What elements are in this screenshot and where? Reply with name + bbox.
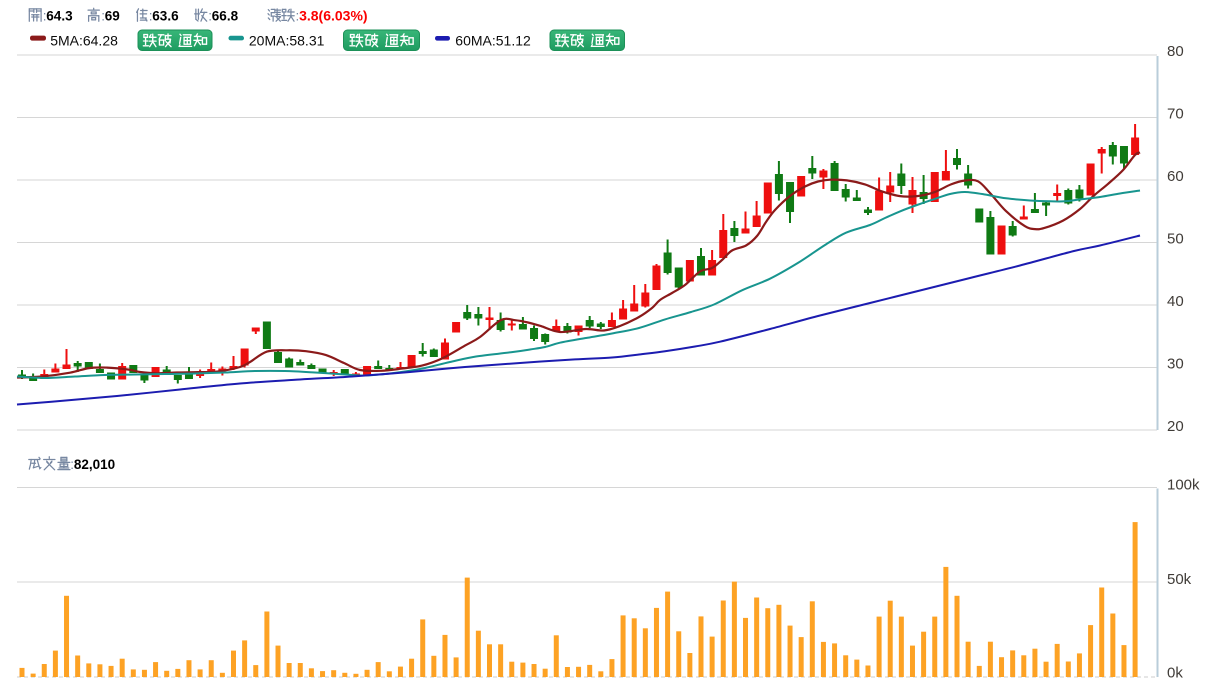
svg-text:5MA:64.28: 5MA:64.28: [50, 33, 118, 49]
svg-text::: :: [208, 9, 212, 24]
svg-text:82,010: 82,010: [74, 457, 115, 472]
svg-text::: :: [296, 9, 300, 24]
svg-text:30: 30: [1167, 356, 1184, 373]
svg-text:40: 40: [1167, 293, 1184, 310]
svg-text:50k: 50k: [1167, 571, 1192, 588]
svg-text::: :: [70, 457, 74, 472]
svg-text:100k: 100k: [1167, 477, 1200, 494]
svg-text::: :: [149, 9, 153, 24]
svg-text::: :: [43, 9, 47, 24]
svg-text:0k: 0k: [1167, 665, 1183, 682]
svg-text:60MA:51.12: 60MA:51.12: [455, 33, 531, 49]
svg-text:20: 20: [1167, 418, 1184, 435]
svg-text:70: 70: [1167, 106, 1184, 123]
svg-text:3.8(6.03%): 3.8(6.03%): [299, 8, 367, 24]
svg-text:50: 50: [1167, 231, 1184, 248]
svg-text:60: 60: [1167, 168, 1184, 185]
svg-text:20MA:58.31: 20MA:58.31: [249, 33, 325, 49]
svg-text:64.3: 64.3: [46, 9, 73, 24]
svg-text:80: 80: [1167, 43, 1184, 60]
svg-text::: :: [101, 9, 105, 24]
svg-text:63.6: 63.6: [152, 9, 179, 24]
svg-text:69: 69: [105, 9, 120, 24]
svg-text:66.8: 66.8: [212, 9, 239, 24]
